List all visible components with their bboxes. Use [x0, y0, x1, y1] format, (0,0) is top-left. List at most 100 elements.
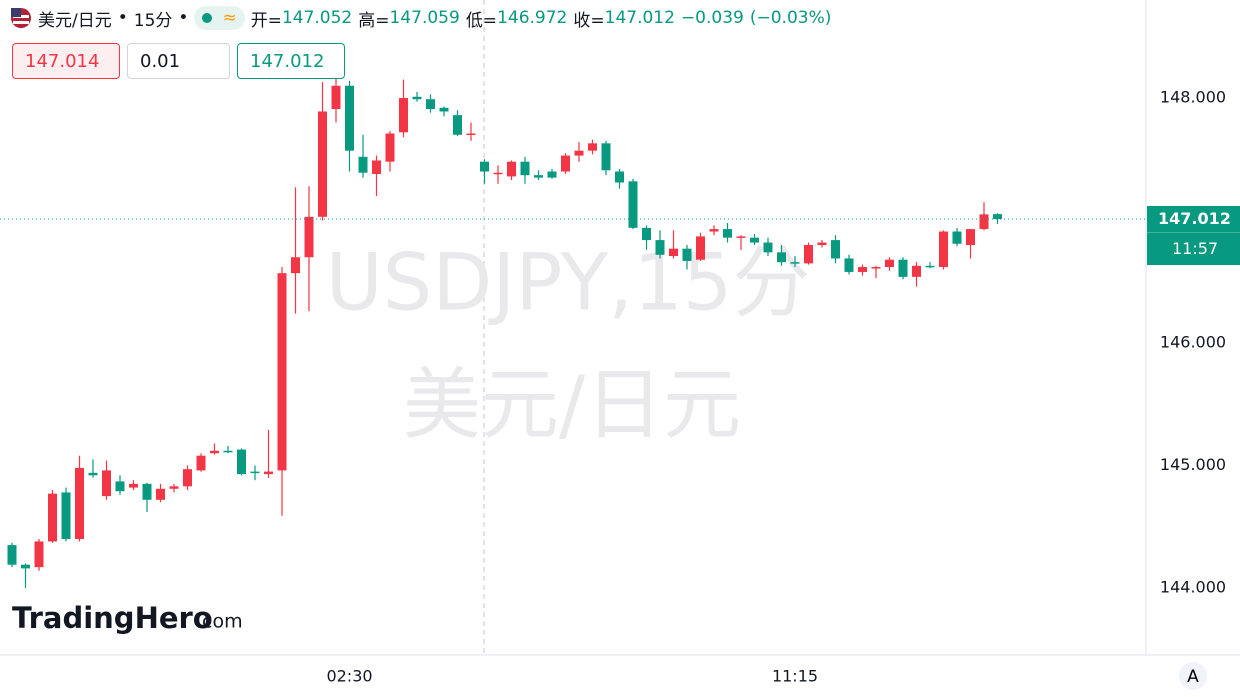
candle-body — [601, 143, 611, 171]
candle-body — [696, 236, 705, 260]
candle-body — [979, 214, 989, 230]
candle-body — [129, 483, 138, 488]
close-value: 147.012 — [604, 8, 675, 28]
candle-body — [790, 262, 800, 264]
candle-body — [412, 96, 422, 100]
logo: TradingHero — [12, 601, 213, 635]
candle-body — [493, 172, 503, 175]
low-value: 146.972 — [497, 8, 568, 28]
high-value: 147.059 — [389, 8, 460, 28]
candle-body — [885, 259, 894, 268]
candle-body — [588, 143, 597, 151]
candle-body — [763, 242, 773, 253]
candle-body — [291, 257, 300, 274]
candle-body — [561, 155, 570, 172]
candle-body — [966, 229, 975, 245]
y-tick-label: 144.000 — [1160, 577, 1226, 596]
candle-body — [250, 471, 260, 474]
candle-body — [372, 160, 381, 174]
candle-body — [48, 493, 57, 542]
candle-body — [534, 175, 543, 178]
candle-body — [358, 156, 368, 173]
candle-body — [318, 111, 327, 217]
candle-body — [912, 265, 921, 277]
candle-body — [682, 248, 692, 261]
candle-body — [925, 265, 935, 268]
candle-body — [952, 231, 962, 244]
candle-body — [304, 216, 314, 258]
candle-body — [777, 252, 786, 263]
interval[interactable]: 15分 — [133, 10, 173, 31]
candle-body — [183, 469, 192, 487]
open-label: 开= — [250, 10, 282, 31]
candle-body — [466, 133, 476, 136]
candle-body — [196, 455, 206, 471]
candle-body — [898, 259, 908, 277]
candle-body — [480, 161, 489, 172]
candle-body — [115, 481, 125, 492]
buy-button[interactable]: 147.012 — [237, 43, 345, 79]
candle-body — [7, 545, 17, 565]
candle-body — [642, 227, 651, 241]
candle-body — [844, 258, 854, 272]
approx-icon: ≈ — [222, 8, 237, 28]
candle-body — [655, 240, 665, 255]
candle-body — [723, 229, 732, 238]
candle-body — [345, 85, 354, 151]
candle-body — [858, 267, 867, 272]
candle-body — [399, 97, 408, 133]
separator: • — [178, 8, 189, 28]
candle-body — [169, 486, 179, 489]
market-open-dot — [202, 13, 213, 23]
candle-body — [61, 492, 71, 539]
y-tick-label: 148.000 — [1160, 87, 1226, 106]
candle-body — [385, 133, 395, 162]
candle-body — [750, 237, 759, 243]
countdown: 11:57 — [1172, 239, 1219, 258]
logo-suffix: .com — [196, 611, 243, 633]
last-price-label: 147.012 11:57 — [1147, 206, 1240, 265]
candle-body — [156, 488, 165, 500]
candle-body — [426, 99, 435, 110]
candle-body — [277, 273, 287, 471]
candle-body — [223, 450, 233, 453]
candle-body — [669, 248, 678, 257]
flag-icon — [11, 8, 31, 28]
status-pill[interactable]: ≈ — [194, 6, 245, 30]
candle-body — [817, 242, 827, 245]
candle-body — [939, 231, 948, 268]
candle-body — [871, 267, 881, 269]
candle-body — [75, 467, 84, 539]
candle-body — [520, 161, 530, 176]
candle-body — [264, 471, 273, 475]
candle-body — [831, 240, 840, 259]
candle-body — [102, 470, 111, 497]
divider — [1147, 232, 1240, 233]
candle-body — [88, 472, 98, 476]
x-tick-label: 11:15 — [772, 667, 818, 686]
change: −0.039 — [680, 8, 744, 28]
candle-body — [574, 150, 584, 156]
scale-button[interactable] — [1179, 662, 1207, 690]
quantity-input[interactable]: 0.01 — [127, 43, 230, 79]
close-label: 收= — [573, 10, 605, 31]
scale-button-label[interactable]: A — [1187, 667, 1199, 687]
candle-body — [331, 85, 341, 110]
candle-body — [547, 171, 557, 178]
sell-button[interactable]: 147.014 — [12, 43, 120, 79]
candle-body — [453, 115, 462, 135]
candle-body — [439, 107, 449, 112]
open-value: 147.052 — [281, 8, 353, 28]
legend-header: 美元/日元 • 15分 • ≈ 开= 147.052 高= 147.059 低= 14… — [10, 5, 831, 31]
last-price: 147.012 — [1158, 209, 1231, 228]
low-label: 低= — [465, 10, 498, 31]
watermark-symbol: USDJPY,15分 — [326, 238, 811, 328]
candle-body — [804, 244, 813, 264]
y-tick-label: 146.000 — [1160, 332, 1226, 351]
candle-body — [709, 229, 719, 232]
candle-body — [142, 483, 152, 500]
x-tick-label: 02:30 — [326, 667, 372, 686]
candle-body — [210, 450, 219, 454]
symbol[interactable]: 美元/日元 — [38, 10, 112, 31]
